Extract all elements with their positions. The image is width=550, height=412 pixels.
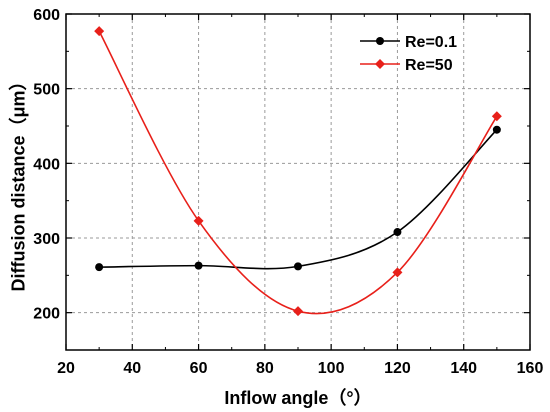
x-tick-label: 120 <box>384 360 411 377</box>
x-tick-label: 140 <box>450 360 477 377</box>
y-axis-title: Diffusion distance（μm） <box>8 72 28 291</box>
data-point-circle <box>95 263 104 272</box>
y-tick-label: 300 <box>33 231 60 248</box>
legend-marker-diamond <box>375 59 385 69</box>
legend-label-2: Re=50 <box>405 57 453 74</box>
data-point-diamond <box>193 215 204 226</box>
x-tick-label: 60 <box>190 360 208 377</box>
x-tick-label: 40 <box>123 360 141 377</box>
legend-label-1: Re=0.1 <box>405 34 457 51</box>
data-point-diamond <box>491 111 502 122</box>
y-tick-label: 600 <box>33 7 60 24</box>
x-tick-label: 100 <box>318 360 345 377</box>
y-tick-label: 400 <box>33 156 60 173</box>
plot-frame <box>65 13 531 351</box>
x-tick-label: 160 <box>517 360 544 377</box>
legend: Re=0.1 Re=50 <box>360 34 457 74</box>
axis-ticks: 20 40 60 80 100 120 140 160 200 300 400 500 600 <box>33 7 543 377</box>
data-point-circle <box>294 262 302 271</box>
x-tick-label: 20 <box>57 360 75 377</box>
y-tick-label: 500 <box>33 82 60 99</box>
series-markers <box>94 26 502 317</box>
data-point-circle <box>393 228 402 237</box>
data-point-diamond <box>94 26 105 37</box>
legend-marker-circle <box>376 37 384 45</box>
data-point-diamond <box>293 306 303 317</box>
data-point-diamond <box>392 267 403 278</box>
gridlines <box>66 14 530 350</box>
data-point-circle <box>492 125 501 134</box>
data-point-circle <box>194 261 203 270</box>
x-tick-label: 80 <box>256 360 274 377</box>
y-tick-label: 200 <box>33 306 60 323</box>
x-axis-title: Inflow angle（°） <box>224 388 371 408</box>
